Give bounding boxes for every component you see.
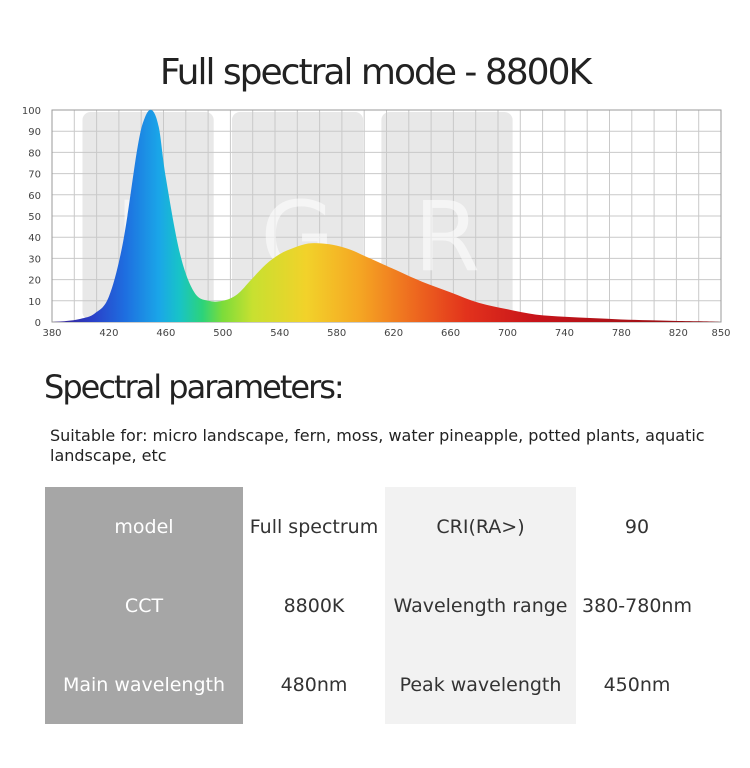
cct-value: 8800K	[283, 594, 345, 617]
model-value: Full spectrum	[249, 515, 379, 538]
model-label: model	[114, 515, 174, 538]
x-tick-label: 700	[498, 328, 517, 339]
y-axis-ticks: 0 10 20 30 40 50 60 70 80 90 100	[22, 106, 41, 329]
y-tick-label: 50	[28, 212, 41, 223]
spectrum-area	[52, 109, 721, 322]
x-tick-label: 820	[669, 328, 688, 339]
main-wavelength-label: Main wavelength	[62, 673, 226, 696]
x-tick-label: 420	[99, 328, 118, 339]
y-tick-label: 60	[28, 191, 41, 202]
x-axis-ticks: 380 420 460 500 540 580 620 660 700 740 780 820 850	[42, 328, 730, 339]
chart-title: Full spectral mode - 8800K	[159, 52, 592, 93]
range-label: Wavelength range	[393, 594, 568, 617]
x-tick-label: 500	[213, 328, 232, 339]
y-tick-label: 80	[28, 148, 41, 159]
peak-wavelength-label: Peak wavelength	[399, 673, 562, 696]
label-column-bg	[45, 487, 243, 724]
y-tick-label: 30	[28, 254, 41, 265]
main-wavelength-value: 480nm	[280, 673, 348, 696]
x-tick-label: 460	[156, 328, 175, 339]
range-value: 380-780nm	[582, 594, 692, 617]
x-tick-label: 660	[441, 328, 460, 339]
y-tick-label: 70	[28, 170, 41, 181]
x-tick-label: 620	[384, 328, 403, 339]
y-tick-label: 20	[28, 276, 41, 287]
y-tick-label: 10	[28, 297, 41, 308]
section-title: Spectral parameters:	[44, 368, 345, 406]
cri-label: CRI(RA>)	[436, 515, 525, 538]
y-tick-label: 0	[35, 318, 41, 329]
x-tick-label: 850	[711, 328, 730, 339]
x-tick-label: 780	[612, 328, 631, 339]
x-tick-label: 740	[555, 328, 574, 339]
cri-value: 90	[624, 515, 650, 538]
x-tick-label: 580	[327, 328, 346, 339]
x-tick-label: 540	[270, 328, 289, 339]
y-tick-label: 90	[28, 127, 41, 138]
y-tick-label: 40	[28, 233, 41, 244]
band-letter: R	[414, 181, 481, 293]
y-tick-label: 100	[22, 106, 41, 117]
params-table: model Full spectrum CRI(RA>) 90 CCT 8800…	[45, 487, 692, 724]
cct-label: CCT	[124, 594, 164, 617]
x-tick-label: 380	[42, 328, 61, 339]
peak-wavelength-value: 450nm	[603, 673, 671, 696]
label-column-bg-2	[385, 487, 576, 724]
suitable-text: Suitable for: micro landscape, fern, mos…	[50, 426, 705, 465]
